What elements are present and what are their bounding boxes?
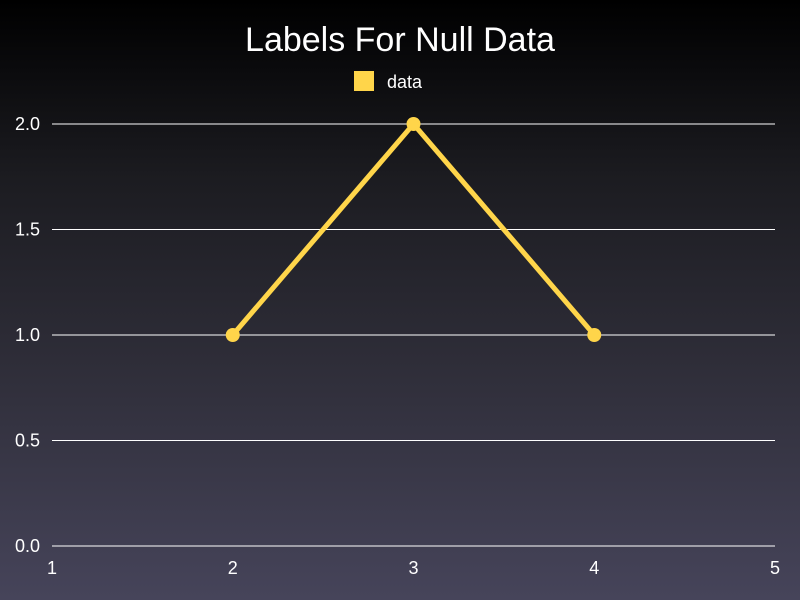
y-tick-label: 0.0 <box>15 536 40 556</box>
y-tick-label: 0.5 <box>15 431 40 451</box>
data-point <box>406 117 421 131</box>
legend-label-data[interactable]: data <box>387 72 423 92</box>
y-tick-label: 2.0 <box>15 114 40 134</box>
gridlines <box>52 123 775 547</box>
x-tick-label: 5 <box>770 558 780 578</box>
legend-swatch-data[interactable] <box>354 71 374 91</box>
y-tick-label: 1.5 <box>15 220 40 240</box>
x-tick-label: 2 <box>228 558 238 578</box>
x-tick-label: 4 <box>589 558 599 578</box>
data-point <box>587 328 602 342</box>
legend[interactable]: data <box>354 71 423 92</box>
chart-title: Labels For Null Data <box>245 21 555 59</box>
series-data <box>225 117 602 342</box>
data-point <box>225 328 240 342</box>
y-axis-ticks: 0.0 0.5 1.0 1.5 2.0 <box>15 114 40 556</box>
y-tick-label: 1.0 <box>15 325 40 345</box>
x-tick-label: 1 <box>47 558 57 578</box>
x-tick-label: 3 <box>408 558 418 578</box>
x-axis-ticks: 1 2 3 4 5 <box>47 558 780 578</box>
